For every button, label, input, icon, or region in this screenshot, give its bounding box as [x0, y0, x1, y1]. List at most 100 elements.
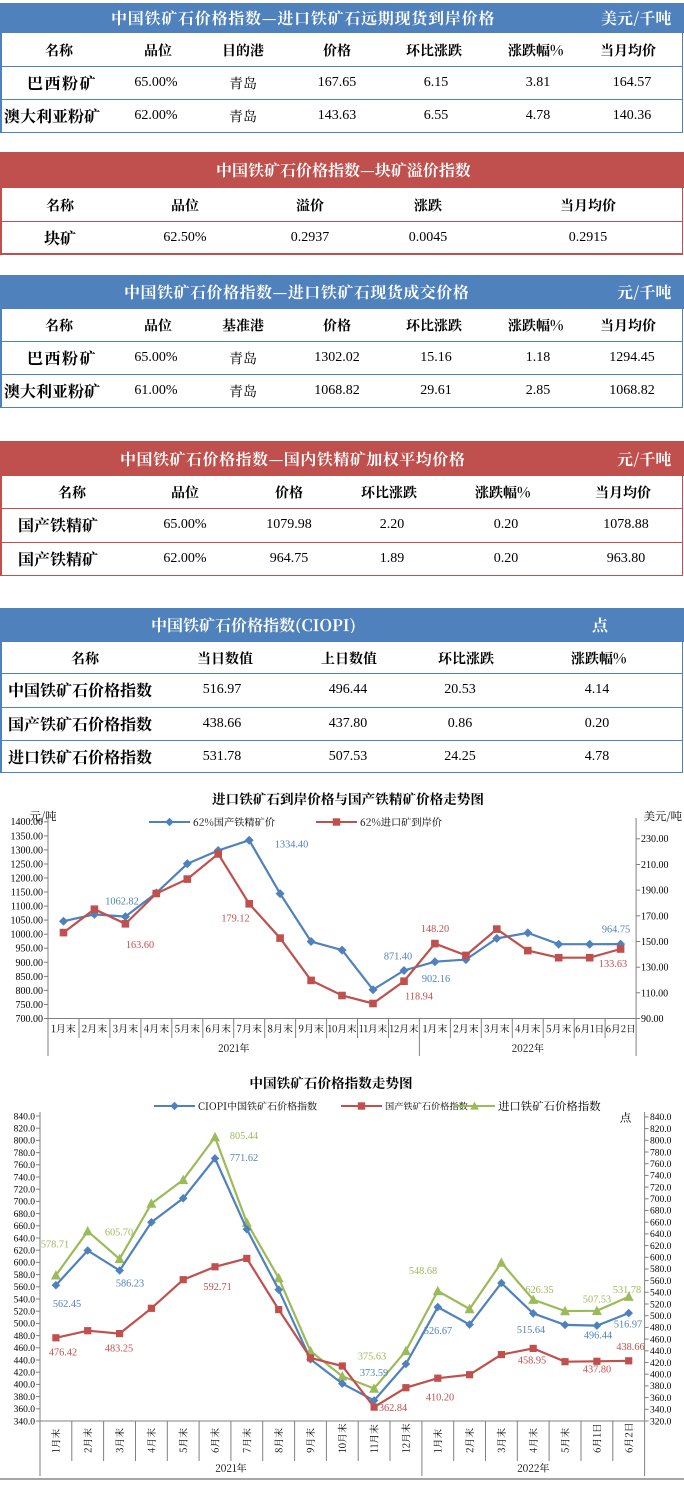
- svg-text:580.0: 580.0: [14, 1271, 36, 1281]
- svg-text:520.0: 520.0: [14, 1308, 36, 1318]
- svg-text:1062.82: 1062.82: [105, 897, 138, 908]
- svg-text:760.0: 760.0: [650, 1160, 672, 1170]
- svg-text:700.00: 700.00: [16, 1014, 44, 1025]
- svg-text:179.12: 179.12: [221, 913, 249, 924]
- svg-text:800.0: 800.0: [650, 1137, 672, 1147]
- svg-text:780.0: 780.0: [14, 1149, 36, 1159]
- svg-text:380.0: 380.0: [650, 1382, 672, 1392]
- svg-text:437.80: 437.80: [583, 1365, 611, 1376]
- svg-text:548.68: 548.68: [409, 1266, 437, 1277]
- svg-text:800.0: 800.0: [14, 1137, 36, 1147]
- svg-text:170.00: 170.00: [641, 911, 669, 922]
- svg-text:1334.40: 1334.40: [275, 840, 308, 851]
- svg-text:800.00: 800.00: [16, 986, 44, 997]
- svg-text:871.40: 871.40: [384, 952, 412, 963]
- svg-text:580.0: 580.0: [650, 1265, 672, 1275]
- svg-text:605.70: 605.70: [105, 1228, 133, 1239]
- svg-text:320.0: 320.0: [650, 1417, 672, 1427]
- svg-text:458.95: 458.95: [518, 1356, 546, 1367]
- svg-text:410.20: 410.20: [426, 1393, 454, 1404]
- svg-text:560.0: 560.0: [650, 1277, 672, 1287]
- svg-text:820.0: 820.0: [650, 1125, 672, 1135]
- svg-text:210.00: 210.00: [641, 860, 669, 871]
- svg-text:805.44: 805.44: [230, 1131, 258, 1142]
- svg-text:840.0: 840.0: [14, 1112, 36, 1122]
- svg-text:700.0: 700.0: [650, 1195, 672, 1205]
- svg-text:902.16: 902.16: [422, 974, 450, 985]
- svg-text:375.63: 375.63: [358, 1352, 386, 1363]
- svg-text:230.00: 230.00: [641, 834, 669, 845]
- svg-text:1000.00: 1000.00: [11, 930, 44, 941]
- svg-text:130.00: 130.00: [641, 963, 669, 974]
- svg-text:362.84: 362.84: [379, 1403, 407, 1414]
- svg-text:740.0: 740.0: [14, 1173, 36, 1183]
- svg-text:620.0: 620.0: [650, 1242, 672, 1252]
- svg-text:660.0: 660.0: [650, 1218, 672, 1228]
- svg-text:760.0: 760.0: [14, 1161, 36, 1171]
- svg-text:460.0: 460.0: [650, 1335, 672, 1345]
- svg-text:496.44: 496.44: [584, 1331, 612, 1342]
- svg-text:515.64: 515.64: [517, 1325, 545, 1336]
- svg-text:700.0: 700.0: [14, 1198, 36, 1208]
- svg-text:516.97: 516.97: [614, 1320, 642, 1331]
- svg-text:950.00: 950.00: [16, 944, 44, 955]
- svg-text:600.0: 600.0: [14, 1259, 36, 1269]
- svg-text:600.0: 600.0: [650, 1254, 672, 1264]
- svg-text:400.0: 400.0: [650, 1371, 672, 1381]
- svg-text:1400.00: 1400.00: [11, 817, 44, 828]
- svg-text:483.25: 483.25: [105, 1344, 133, 1355]
- svg-text:110.00: 110.00: [641, 988, 668, 999]
- svg-text:771.62: 771.62: [230, 1153, 258, 1164]
- svg-text:1150.00: 1150.00: [11, 888, 43, 899]
- svg-text:720.0: 720.0: [14, 1186, 36, 1196]
- svg-text:1250.00: 1250.00: [11, 859, 44, 870]
- svg-text:740.0: 740.0: [650, 1172, 672, 1182]
- svg-text:578.71: 578.71: [41, 1240, 69, 1251]
- svg-text:680.0: 680.0: [650, 1207, 672, 1217]
- svg-text:440.0: 440.0: [650, 1347, 672, 1357]
- svg-text:640.0: 640.0: [14, 1234, 36, 1244]
- svg-text:438.66: 438.66: [616, 1342, 644, 1353]
- svg-text:150.00: 150.00: [641, 937, 669, 948]
- svg-text:480.0: 480.0: [14, 1332, 36, 1342]
- svg-text:660.0: 660.0: [14, 1222, 36, 1232]
- svg-text:440.0: 440.0: [14, 1356, 36, 1366]
- svg-text:380.0: 380.0: [14, 1393, 36, 1403]
- svg-text:620.0: 620.0: [14, 1247, 36, 1257]
- svg-text:148.20: 148.20: [421, 924, 449, 935]
- svg-text:680.0: 680.0: [14, 1210, 36, 1220]
- svg-text:133.63: 133.63: [599, 959, 627, 970]
- svg-text:562.45: 562.45: [53, 1299, 81, 1310]
- svg-text:592.71: 592.71: [203, 1282, 231, 1293]
- svg-text:507.53: 507.53: [583, 1294, 611, 1305]
- svg-text:526.67: 526.67: [424, 1326, 452, 1337]
- svg-text:640.0: 640.0: [650, 1230, 672, 1240]
- svg-text:1050.00: 1050.00: [11, 916, 44, 927]
- svg-text:750.00: 750.00: [16, 1000, 44, 1011]
- svg-text:850.00: 850.00: [16, 972, 44, 983]
- svg-text:460.0: 460.0: [14, 1344, 36, 1354]
- svg-text:190.00: 190.00: [641, 886, 669, 897]
- svg-text:1350.00: 1350.00: [11, 831, 44, 842]
- svg-text:840.0: 840.0: [650, 1113, 672, 1123]
- svg-text:900.00: 900.00: [16, 958, 44, 969]
- svg-text:420.0: 420.0: [650, 1359, 672, 1369]
- svg-text:163.60: 163.60: [126, 940, 154, 951]
- svg-text:420.0: 420.0: [14, 1369, 36, 1379]
- svg-text:1100.00: 1100.00: [11, 902, 43, 913]
- svg-text:531.78: 531.78: [613, 1285, 641, 1296]
- svg-text:820.0: 820.0: [14, 1125, 36, 1135]
- svg-text:720.0: 720.0: [650, 1183, 672, 1193]
- svg-text:340.0: 340.0: [14, 1417, 36, 1427]
- svg-text:476.42: 476.42: [49, 1348, 77, 1359]
- svg-text:1200.00: 1200.00: [11, 874, 44, 885]
- svg-text:586.23: 586.23: [116, 1279, 144, 1290]
- svg-text:540.0: 540.0: [650, 1289, 672, 1299]
- svg-text:626.35: 626.35: [525, 1285, 553, 1296]
- svg-text:90.00: 90.00: [641, 1014, 664, 1025]
- svg-text:400.0: 400.0: [14, 1381, 36, 1391]
- svg-text:520.0: 520.0: [650, 1300, 672, 1310]
- svg-text:500.0: 500.0: [14, 1320, 36, 1330]
- svg-text:964.75: 964.75: [602, 925, 630, 936]
- svg-text:780.0: 780.0: [650, 1148, 672, 1158]
